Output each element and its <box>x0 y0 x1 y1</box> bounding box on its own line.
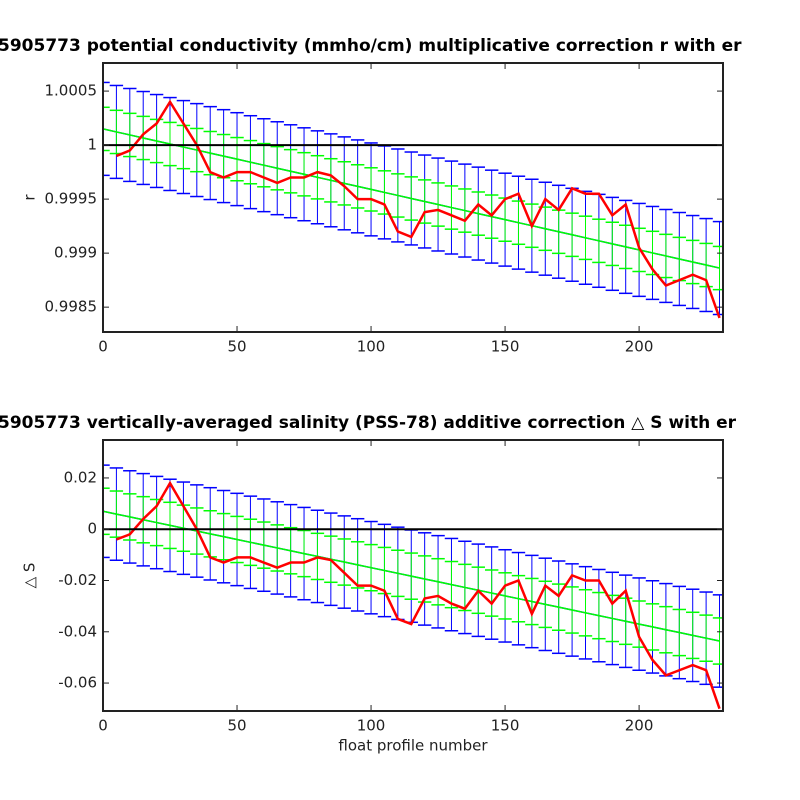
y-tick-label: 0.02 <box>64 468 97 486</box>
series-line <box>103 128 720 269</box>
y-tick-label: 0.999 <box>54 244 97 262</box>
y-tick-label: 1.0005 <box>45 82 98 100</box>
y-tick-label: 0.9985 <box>45 298 98 316</box>
series-line <box>115 480 721 710</box>
x-tick-label: 50 <box>227 717 246 735</box>
y-tick-label: 1 <box>87 136 97 154</box>
x-tick-label: 0 <box>98 717 108 735</box>
axes-frame <box>102 439 724 712</box>
plot-background <box>103 63 723 332</box>
x-tick-label: 150 <box>491 338 520 356</box>
x-tick-label: 150 <box>491 717 520 735</box>
y-tick-label: -0.06 <box>58 674 97 692</box>
series-line <box>103 510 720 642</box>
series-line <box>115 99 721 319</box>
plot-area <box>103 81 723 319</box>
x-tick-label: 0 <box>98 338 108 356</box>
x-tick-label: 200 <box>625 338 654 356</box>
axes-frame <box>102 62 724 333</box>
chart-title: 5905773 vertically-averaged salinity (PS… <box>0 413 737 433</box>
x-tick-label: 100 <box>357 338 386 356</box>
y-axis-label: r <box>21 194 39 201</box>
y-tick-label: -0.04 <box>58 622 97 640</box>
x-tick-label: 100 <box>357 717 386 735</box>
y-axis-label: △ S <box>21 563 39 589</box>
x-tick-label: 50 <box>227 338 246 356</box>
y-tick-label: 0.9995 <box>45 190 98 208</box>
x-tick-label: 200 <box>625 717 654 735</box>
chart-title: 5905773 potential conductivity (mmho/cm)… <box>0 36 742 56</box>
plot-area <box>103 464 723 710</box>
y-tick-label: 0 <box>87 520 97 538</box>
y-tick-label: -0.02 <box>58 571 97 589</box>
x-axis-label: float profile number <box>338 737 488 755</box>
